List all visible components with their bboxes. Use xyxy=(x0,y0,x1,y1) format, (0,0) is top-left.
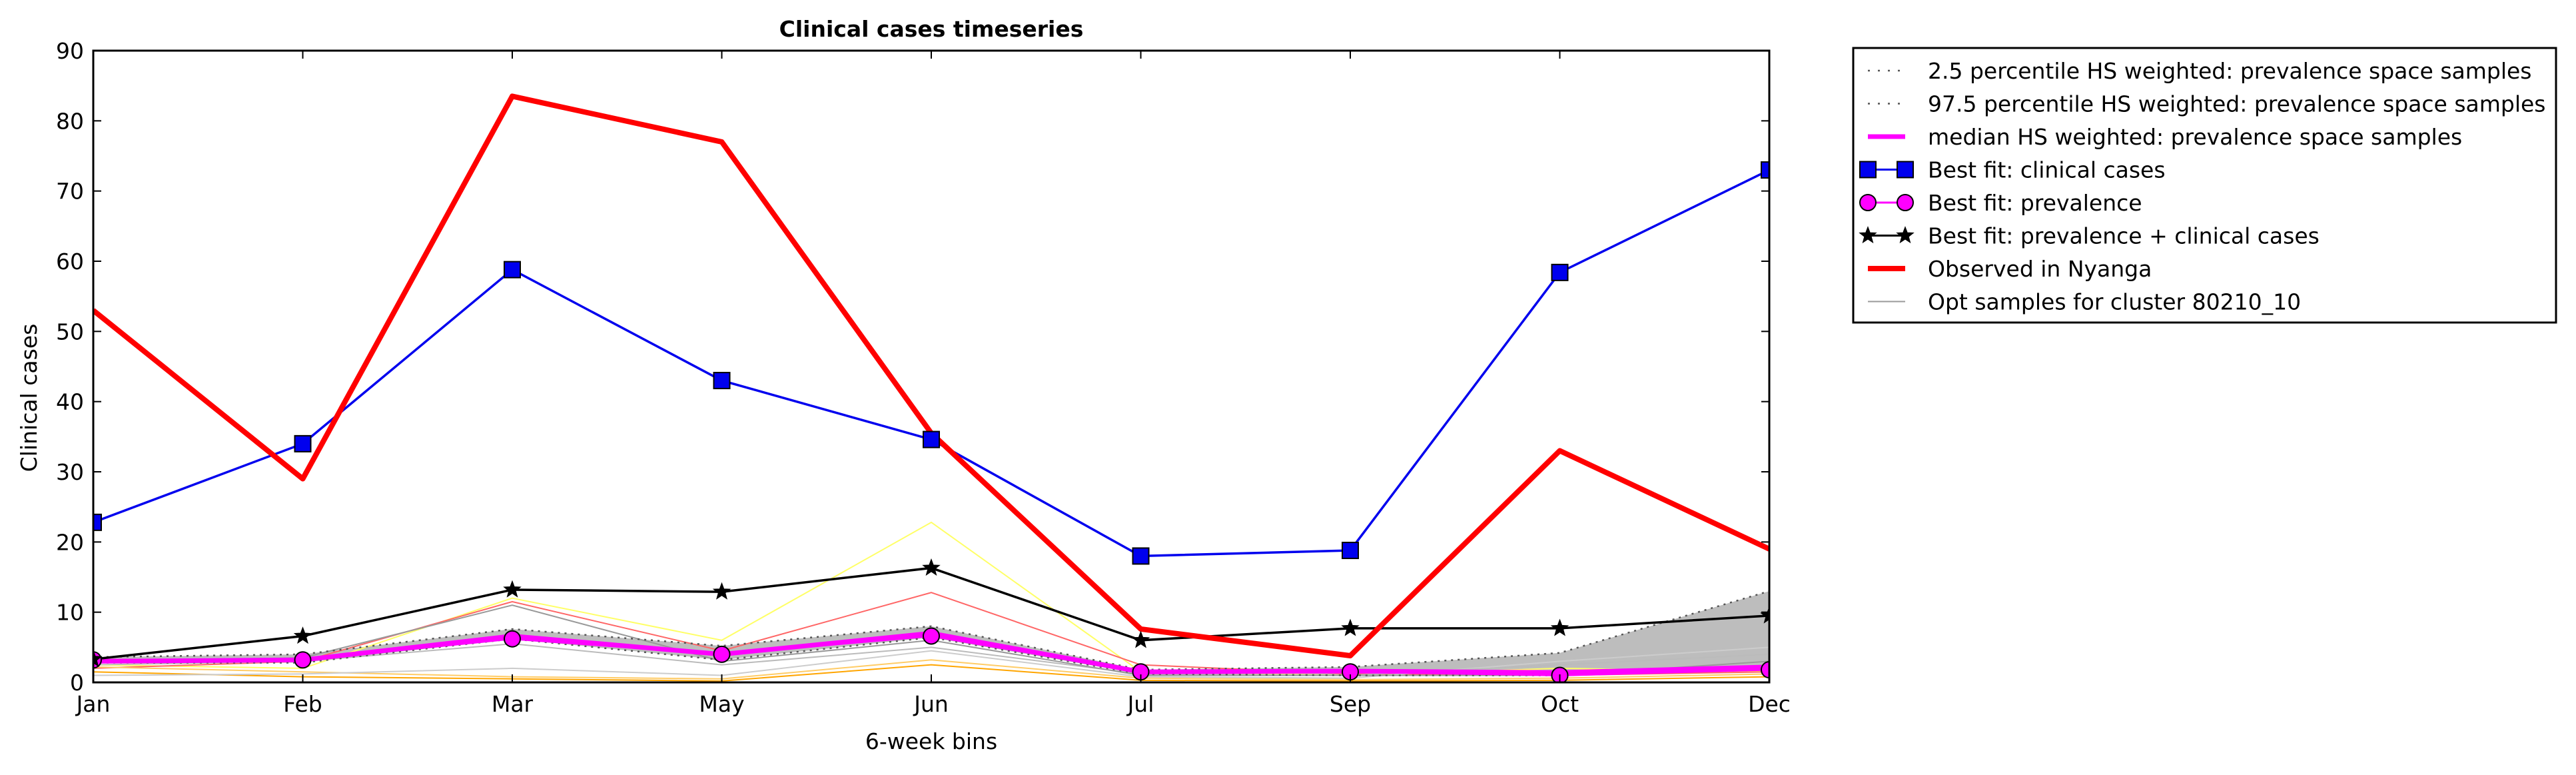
best-fit-clinical-point xyxy=(923,430,940,448)
best-fit-clinical-point xyxy=(504,261,521,279)
x-tick-label: Jan xyxy=(75,691,111,717)
y-tick-label: 50 xyxy=(56,319,84,345)
best-fit-clinical-point xyxy=(1761,161,1769,179)
x-tick-label: Mar xyxy=(492,691,534,717)
x-tick-label: Jun xyxy=(913,691,949,717)
marker-layer xyxy=(93,161,1769,682)
plot-frame xyxy=(92,49,1771,684)
legend-label: median HS weighted: prevalence space sam… xyxy=(1928,124,2462,150)
legend-entry: median HS weighted: prevalence space sam… xyxy=(1868,124,2462,150)
opt-sample-line-5 xyxy=(93,646,1769,679)
best-fit-clinical-point xyxy=(93,513,102,531)
opt-sample-line-6 xyxy=(93,643,1769,676)
best-fit-clinical-point xyxy=(294,434,312,452)
legend-marker xyxy=(1859,194,1877,211)
best-fit-combined-point xyxy=(1341,618,1360,636)
y-tick-label: 20 xyxy=(56,529,84,555)
legend-label: Best fit: clinical cases xyxy=(1928,157,2166,183)
x-tick-label: May xyxy=(699,691,744,717)
plot-area: 0 10 20 30 40 50 60 70 80 90 Jan Feb Mar May Jun Jul Sep… xyxy=(56,38,1791,717)
y-axis-label: Clinical cases xyxy=(16,324,42,472)
legend-label: Best fit: prevalence + clinical cases xyxy=(1928,223,2320,249)
best-fit-clinical-point xyxy=(1342,541,1359,559)
best-fit-prevalence-point xyxy=(1761,661,1769,679)
legend-label: 97.5 percentile HS weighted: prevalence … xyxy=(1928,91,2546,117)
legend-entry: 2.5 percentile HS weighted: prevalence s… xyxy=(1868,58,2532,84)
legend-label: Opt samples for cluster 80210_10 xyxy=(1928,289,2301,315)
legend: 2.5 percentile HS weighted: prevalence s… xyxy=(1852,47,2557,324)
legend-label: Observed in Nyanga xyxy=(1928,256,2152,282)
best-fit-combined-point xyxy=(293,626,312,644)
legend-entry: Best fit: prevalence xyxy=(1859,190,2142,216)
legend-entry: Best fit: clinical cases xyxy=(1859,157,2166,183)
legend-entry: Best fit: prevalence + clinical cases xyxy=(1859,223,2320,249)
y-tick-label: 90 xyxy=(56,38,84,64)
best-fit-prevalence-point xyxy=(294,651,312,669)
x-tick-label: Jul xyxy=(1126,691,1154,717)
chart-title: Clinical cases timeseries xyxy=(779,16,1084,42)
legend-entry: Opt samples for cluster 80210_10 xyxy=(1868,289,2301,315)
opt-sample-line-3 xyxy=(93,664,1769,682)
best-fit-clinical-line xyxy=(93,169,1769,558)
x-tick-label: Sep xyxy=(1330,691,1371,717)
percentile-97-5-line xyxy=(93,590,1769,671)
best-fit-combined-point xyxy=(1550,618,1569,636)
best-fit-clinical-point xyxy=(1551,263,1569,281)
y-tick-label: 30 xyxy=(56,459,84,485)
best-fit-prevalence-point xyxy=(923,627,940,645)
x-tick-label: Feb xyxy=(283,691,322,717)
x-tick-label: Dec xyxy=(1748,691,1791,717)
legend-entry: Observed in Nyanga xyxy=(1868,256,2152,282)
y-tick-label: 40 xyxy=(56,389,84,415)
y-tick-label: 70 xyxy=(56,179,84,205)
legend-entry: 97.5 percentile HS weighted: prevalence … xyxy=(1868,91,2546,117)
y-tick-label: 0 xyxy=(70,670,84,696)
y-tick-label: 80 xyxy=(56,108,84,134)
best-fit-combined-point xyxy=(503,580,522,598)
y-tick-label: 10 xyxy=(56,600,84,626)
best-fit-combined-point xyxy=(922,558,941,576)
legend-label: 2.5 percentile HS weighted: prevalence s… xyxy=(1928,58,2532,84)
best-fit-clinical-point xyxy=(1132,547,1150,565)
legend-marker xyxy=(1859,226,1877,244)
best-fit-combined-line xyxy=(93,566,1769,660)
best-fit-combined-point xyxy=(712,582,731,600)
legend-marker xyxy=(1897,161,1914,179)
legend-marker xyxy=(1859,161,1877,179)
x-tick-label: Oct xyxy=(1541,691,1579,717)
series-layer xyxy=(93,93,1769,682)
legend-marker xyxy=(1897,194,1914,211)
best-fit-prevalence-point xyxy=(504,630,521,648)
legend-marker xyxy=(1896,226,1915,244)
x-axis-label: 6-week bins xyxy=(865,728,997,754)
best-fit-clinical-point xyxy=(713,372,731,390)
y-tick-label: 60 xyxy=(56,249,84,275)
opt-sample-line-4 xyxy=(93,659,1769,680)
legend-label: Best fit: prevalence xyxy=(1928,190,2142,216)
best-fit-combined-point xyxy=(1131,630,1150,648)
legend-box xyxy=(1852,47,2557,324)
percentile-2-5-line xyxy=(93,636,1769,676)
best-fit-prevalence-point xyxy=(713,645,731,663)
best-fit-combined-point xyxy=(93,649,103,667)
best-fit-combined-point xyxy=(1760,606,1769,624)
